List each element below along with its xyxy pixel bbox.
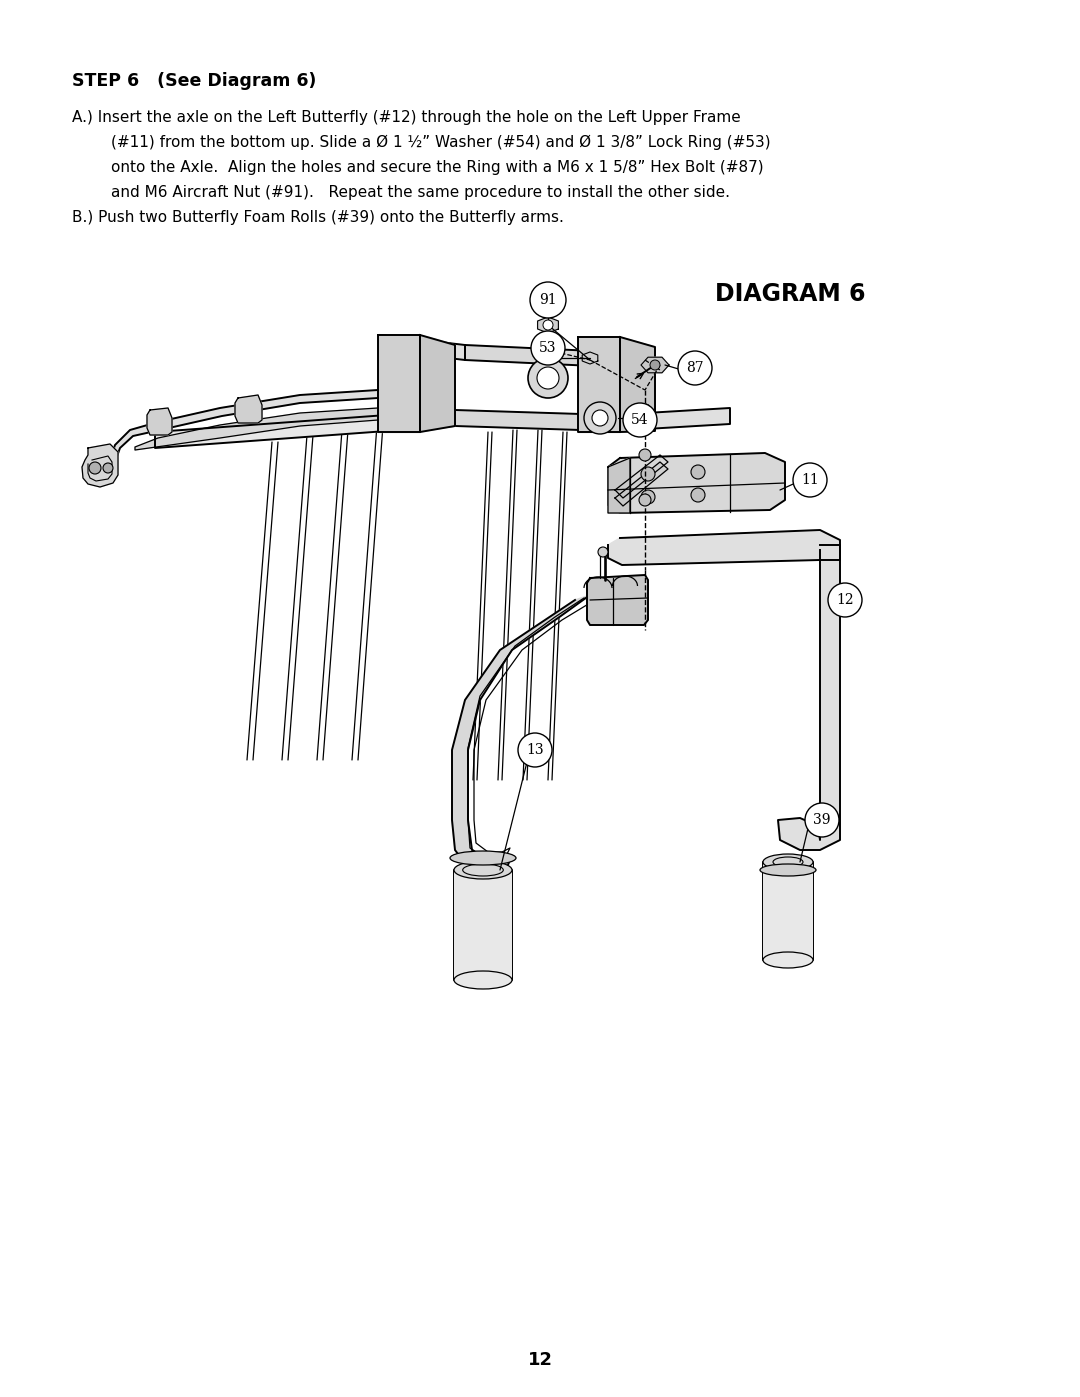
Ellipse shape <box>762 854 813 870</box>
Circle shape <box>528 358 568 398</box>
Text: A.) Insert the axle on the Left Butterfly (#12) through the hole on the Left Upp: A.) Insert the axle on the Left Butterfl… <box>72 110 741 124</box>
Ellipse shape <box>762 951 813 968</box>
Circle shape <box>598 548 608 557</box>
Polygon shape <box>235 395 262 423</box>
Polygon shape <box>615 455 669 497</box>
Text: 13: 13 <box>526 743 544 757</box>
Circle shape <box>828 583 862 617</box>
Polygon shape <box>110 390 378 476</box>
Polygon shape <box>615 462 669 506</box>
Ellipse shape <box>450 851 516 865</box>
Polygon shape <box>82 444 118 488</box>
Circle shape <box>639 495 651 506</box>
Polygon shape <box>378 335 420 432</box>
Circle shape <box>805 803 839 837</box>
Circle shape <box>623 402 657 437</box>
Circle shape <box>650 360 660 370</box>
Circle shape <box>642 467 654 481</box>
Circle shape <box>639 404 651 416</box>
Polygon shape <box>762 862 813 960</box>
Circle shape <box>691 488 705 502</box>
Polygon shape <box>465 345 615 367</box>
Text: 91: 91 <box>539 293 557 307</box>
Circle shape <box>543 320 553 330</box>
Text: STEP 6   (See Diagram 6): STEP 6 (See Diagram 6) <box>72 73 316 89</box>
Text: 53: 53 <box>539 341 557 355</box>
Circle shape <box>592 409 608 426</box>
Polygon shape <box>135 408 378 450</box>
Polygon shape <box>578 337 620 432</box>
Text: 11: 11 <box>801 474 819 488</box>
Polygon shape <box>455 409 612 432</box>
Text: DIAGRAM 6: DIAGRAM 6 <box>715 282 865 306</box>
Text: 12: 12 <box>527 1351 553 1369</box>
Circle shape <box>678 351 712 386</box>
Circle shape <box>691 465 705 479</box>
Circle shape <box>531 331 565 365</box>
Polygon shape <box>147 408 172 434</box>
Circle shape <box>639 448 651 461</box>
Polygon shape <box>778 545 840 849</box>
Polygon shape <box>420 335 455 432</box>
Polygon shape <box>453 595 590 875</box>
Text: 12: 12 <box>836 592 854 608</box>
Ellipse shape <box>760 863 816 876</box>
Polygon shape <box>454 870 512 981</box>
Polygon shape <box>642 358 669 373</box>
Polygon shape <box>538 317 558 332</box>
Text: and M6 Aircraft Nut (#91).   Repeat the same procedure to install the other side: and M6 Aircraft Nut (#91). Repeat the sa… <box>72 184 730 200</box>
Polygon shape <box>608 458 630 513</box>
Ellipse shape <box>454 861 512 879</box>
Polygon shape <box>380 335 465 360</box>
Text: 54: 54 <box>631 414 649 427</box>
Polygon shape <box>620 337 654 432</box>
Text: onto the Axle.  Align the holes and secure the Ring with a M6 x 1 5/8” Hex Bolt : onto the Axle. Align the holes and secur… <box>72 161 764 175</box>
Circle shape <box>518 733 552 767</box>
Circle shape <box>793 462 827 497</box>
Polygon shape <box>582 352 598 365</box>
Text: 39: 39 <box>813 813 831 827</box>
Circle shape <box>103 462 113 474</box>
Polygon shape <box>588 576 648 624</box>
Polygon shape <box>156 409 455 448</box>
Text: B.) Push two Butterfly Foam Rolls (#39) onto the Butterfly arms.: B.) Push two Butterfly Foam Rolls (#39) … <box>72 210 564 225</box>
Ellipse shape <box>454 971 512 989</box>
Circle shape <box>89 462 102 474</box>
Circle shape <box>584 402 616 434</box>
Text: (#11) from the bottom up. Slide a Ø 1 ½” Washer (#54) and Ø 1 3/8” Lock Ring (#5: (#11) from the bottom up. Slide a Ø 1 ½”… <box>72 136 771 151</box>
Text: 87: 87 <box>686 360 704 374</box>
Circle shape <box>530 282 566 319</box>
Polygon shape <box>612 408 730 432</box>
Polygon shape <box>608 453 785 513</box>
Circle shape <box>642 490 654 504</box>
Circle shape <box>537 367 559 388</box>
Polygon shape <box>608 529 840 564</box>
